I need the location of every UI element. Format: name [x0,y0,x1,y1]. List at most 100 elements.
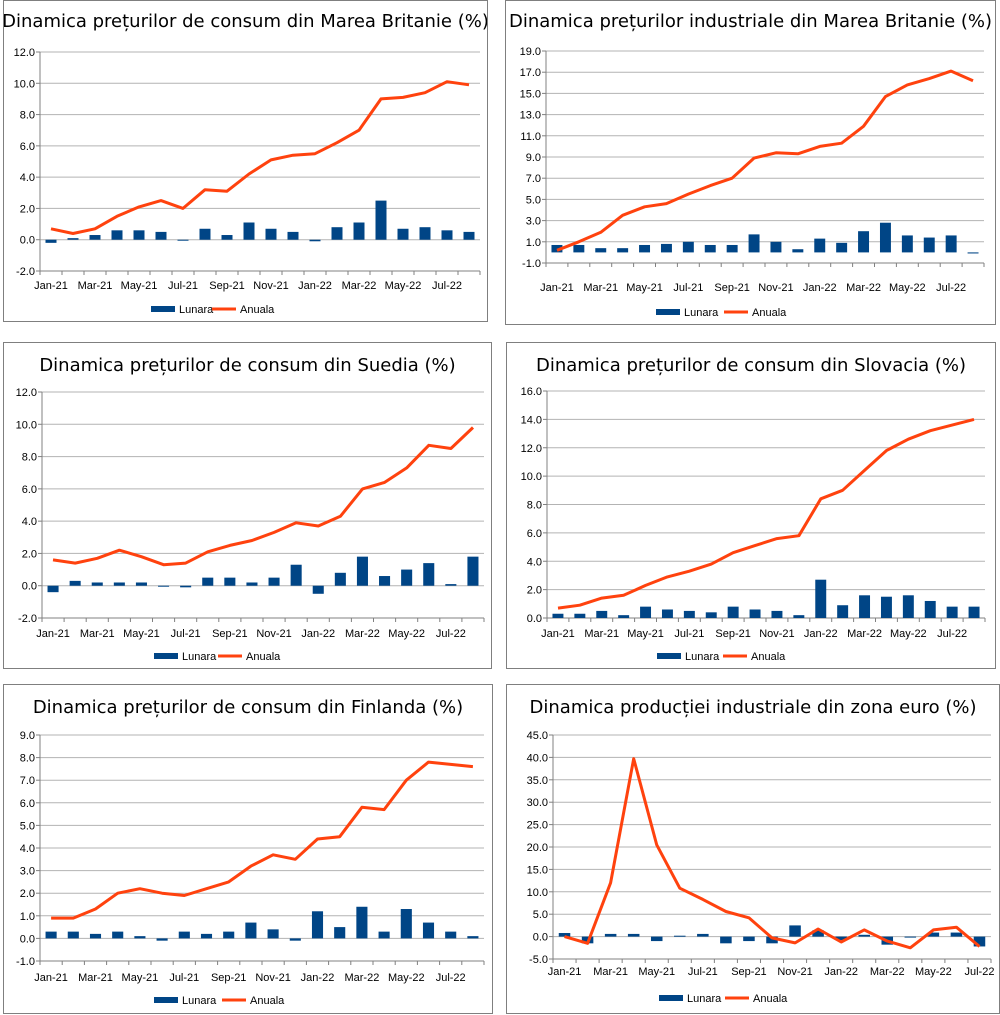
bar-lunara [133,230,145,240]
bar-lunara [720,936,732,944]
bar-lunara [596,610,608,618]
bar-lunara [111,230,123,240]
bar-lunara [617,248,629,253]
bar-lunara [661,609,673,618]
bar-lunara [639,244,651,253]
bar-lunara [812,930,824,937]
legend-label-anuala: Anuala [753,993,788,1005]
bar-lunara [879,222,891,253]
y-tick-label: 0.0 [20,235,35,247]
x-tick-label: Mar-21 [584,628,619,640]
x-tick-label: Jul-21 [168,280,198,292]
legend-swatch-lunara [154,997,178,1003]
bar-lunara [378,931,390,939]
y-tick-label: 6.0 [20,798,35,810]
x-tick-label: Jan-22 [804,628,838,640]
bar-lunara [45,239,57,243]
bar-lunara [375,200,387,240]
legend-swatch-lunara [657,653,681,659]
x-tick-label: Mar-22 [345,628,380,640]
bar-lunara [290,564,302,586]
x-tick-label: Jan-21 [541,628,575,640]
bar-lunara [682,241,694,253]
y-tick-label: 9.0 [526,152,541,164]
x-tick-label: Mar-22 [344,972,379,984]
bar-lunara [356,906,368,939]
bar-lunara [246,582,258,586]
chart-svg-uk-ppi: Dinamica prețurilor industriale din Mare… [509,11,992,319]
bar-lunara [113,582,125,586]
y-tick-label: 5.0 [526,194,541,206]
chart-title: Dinamica prețurilor de consum din Finlan… [33,697,463,718]
legend-label-anuala: Anuala [250,995,285,1007]
bar-lunara [289,938,301,941]
legend-label-lunara: Lunara [684,307,719,319]
y-tick-label: 4.0 [22,516,37,528]
bar-lunara [771,610,783,618]
bar-lunara [445,584,457,586]
x-tick-label: Jul-22 [936,282,966,294]
x-tick-label: Jan-22 [803,282,837,294]
bar-lunara [223,931,235,939]
x-tick-label: Nov-21 [255,972,290,984]
x-tick-label: Jul-21 [688,966,718,978]
bar-lunara [618,615,630,618]
bar-lunara [356,556,368,586]
y-tick-label: 45.0 [527,730,548,742]
x-tick-label: Jan-21 [548,966,582,978]
x-tick-label: Jan-21 [34,280,68,292]
chart-panel-eurozone-ip: Dinamica producției industriale din zona… [506,684,1000,1014]
y-tick-label: -1.0 [16,956,35,968]
bar-lunara [400,909,412,939]
bar-lunara [401,569,413,586]
x-tick-label: May-22 [915,966,952,978]
bar-lunara [243,222,255,240]
bar-lunara [112,931,124,939]
legend-label-lunara: Lunara [182,995,217,1007]
x-tick-label: Mar-21 [583,282,618,294]
chart-svg-slovakia-cpi: Dinamica prețurilor de consum din Slovac… [521,355,986,663]
chart-svg-eurozone-ip: Dinamica producției industriale din zona… [527,697,995,1005]
bar-lunara [379,576,391,586]
bar-lunara [697,933,709,937]
y-tick-label: 15.0 [520,88,541,100]
bar-lunara [858,934,870,937]
bar-lunara [814,238,826,253]
y-tick-label: 8.0 [22,452,37,464]
chart-panel-sweden-cpi: Dinamica prețurilor de consum din Suedia… [3,342,492,669]
bar-lunara [726,244,738,253]
y-tick-label: 2.0 [22,548,37,560]
bar-lunara [221,235,233,240]
bar-lunara [743,936,755,942]
x-tick-label: Nov-21 [253,280,288,292]
y-tick-label: 8.0 [527,500,542,512]
bar-lunara [604,933,617,937]
legend-swatch-lunara [154,653,178,659]
x-tick-label: May-22 [388,972,425,984]
x-tick-label: Jan-22 [298,280,332,292]
y-tick-label: 1.0 [20,911,35,923]
x-tick-label: Jan-22 [301,972,335,984]
bar-lunara [727,606,739,618]
bar-lunara [704,244,716,253]
bar-lunara [552,613,564,618]
bar-lunara [749,609,761,618]
x-tick-label: Mar-21 [78,972,113,984]
y-tick-label: 10.0 [521,471,542,483]
y-tick-label: 3.0 [526,216,541,228]
y-tick-label: 20.0 [527,842,548,854]
y-tick-label: 8.0 [20,110,35,122]
y-tick-label: 0.0 [22,581,37,593]
x-tick-label: May-21 [627,628,664,640]
bar-lunara [135,582,147,586]
x-tick-label: May-22 [385,280,422,292]
y-tick-label: -2.0 [16,266,35,278]
legend-swatch-lunara [659,995,683,1001]
x-tick-label: Sep-21 [209,280,244,292]
legend-label-lunara: Lunara [182,651,217,663]
chart-svg-sweden-cpi: Dinamica prețurilor de consum din Suedia… [16,355,485,663]
bar-lunara [923,237,935,253]
bar-lunara [267,929,279,939]
x-tick-label: Mar-21 [80,628,115,640]
y-tick-label: 25.0 [527,820,548,832]
